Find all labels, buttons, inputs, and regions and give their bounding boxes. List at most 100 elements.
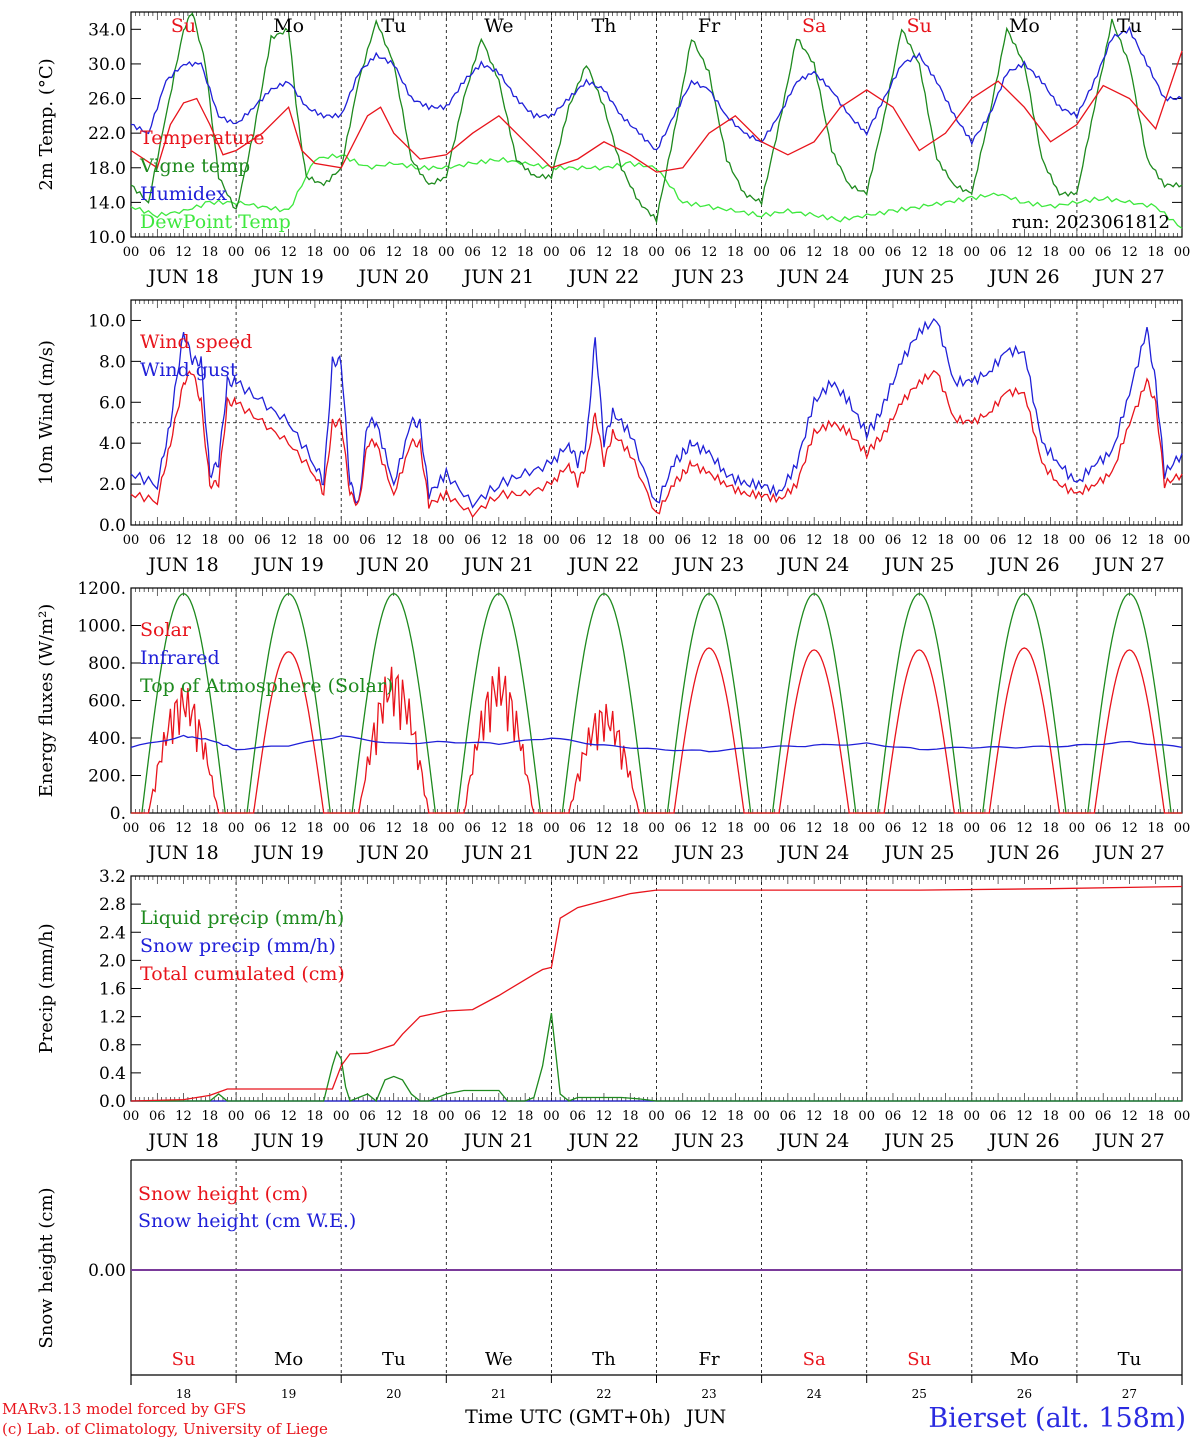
hour-tick-label: 06	[990, 821, 1007, 836]
legend-entry: Liquid precip (mm/h)	[140, 907, 344, 929]
hour-tick-label: 12	[911, 821, 928, 836]
y-tick-label: 400.	[88, 729, 126, 749]
hour-tick-label: 06	[359, 821, 376, 836]
hour-tick-label: 06	[780, 821, 797, 836]
hour-tick-label: 00	[648, 533, 665, 548]
hour-tick-label: 12	[806, 533, 823, 548]
date-tick-label: JUN 21	[462, 266, 534, 288]
lab-credit: (c) Lab. of Climatology, University of L…	[2, 1420, 328, 1438]
date-tick-label: JUN 18	[146, 1130, 218, 1152]
date-tick-label: JUN 18	[146, 842, 218, 864]
hour-tick-label: 12	[596, 1109, 613, 1124]
hour-tick-label: 18	[202, 1109, 219, 1124]
y-tick-label: 0.0	[99, 516, 126, 536]
date-tick-label: JUN 21	[462, 1130, 534, 1152]
series-wind-speed	[130, 369, 1183, 519]
hour-tick-label: 00	[438, 821, 455, 836]
day-number-label: 24	[807, 1387, 823, 1401]
hour-tick-label: 12	[175, 245, 192, 260]
date-tick-label: JUN 22	[567, 842, 639, 864]
hour-tick-label: 18	[307, 821, 324, 836]
date-tick-label: JUN 23	[672, 1130, 744, 1152]
hour-tick-label: 00	[964, 533, 981, 548]
hour-tick-label: 18	[202, 821, 219, 836]
y-axis-label: Energy fluxes (W/m²)	[36, 604, 57, 798]
hour-tick-label: 00	[438, 1109, 455, 1124]
date-tick-label: JUN 27	[1092, 266, 1164, 288]
weekday-label: Su	[171, 15, 196, 37]
y-axis-label: 10m Wind (m/s)	[36, 340, 57, 485]
series-infrared	[130, 734, 1183, 753]
day-number-label: 20	[386, 1387, 401, 1401]
hour-tick-label: 18	[1042, 821, 1059, 836]
date-tick-label: JUN 27	[1092, 554, 1164, 576]
hour-tick-label: 00	[333, 821, 350, 836]
hour-tick-label: 06	[1095, 533, 1112, 548]
hour-tick-label: 00	[648, 245, 665, 260]
series-temperature	[130, 50, 1183, 173]
y-tick-label: 18.0	[88, 159, 126, 179]
hour-tick-label: 06	[569, 821, 586, 836]
hour-tick-label: 06	[675, 245, 692, 260]
weekday-label: Sa	[803, 1349, 826, 1370]
hour-tick-label: 12	[175, 533, 192, 548]
hour-tick-label: 18	[937, 245, 954, 260]
date-tick-label: JUN 26	[987, 266, 1059, 288]
series-solar	[131, 647, 1182, 814]
plot-frame	[130, 299, 1183, 526]
weekday-label: Tu	[382, 1349, 406, 1370]
hour-tick-label: 06	[1095, 1109, 1112, 1124]
hour-tick-label: 06	[254, 821, 271, 836]
hour-tick-label: 06	[990, 1109, 1007, 1124]
hour-tick-label: 00	[543, 1109, 560, 1124]
y-tick-label: 10.0	[88, 311, 126, 331]
hour-tick-label: 00	[1174, 245, 1191, 260]
hour-tick-label: 12	[385, 1109, 402, 1124]
hour-tick-label: 18	[412, 821, 429, 836]
date-tick-label: JUN 27	[1092, 1130, 1164, 1152]
hour-tick-label: 06	[780, 1109, 797, 1124]
date-tick-label: JUN 25	[882, 554, 954, 576]
hour-tick-label: 12	[596, 533, 613, 548]
hour-tick-label: 06	[990, 245, 1007, 260]
hour-tick-label: 12	[911, 1109, 928, 1124]
y-tick-label: 800.	[88, 654, 126, 674]
hour-tick-label: 18	[937, 821, 954, 836]
date-tick-label: JUN 24	[777, 554, 849, 576]
hour-tick-label: 18	[412, 1109, 429, 1124]
y-axis-label: Snow height (cm)	[36, 1187, 57, 1348]
hour-tick-label: 00	[123, 533, 140, 548]
weekday-label: Sa	[802, 15, 826, 37]
hour-tick-label: 06	[1095, 821, 1112, 836]
hour-tick-label: 18	[1147, 245, 1164, 260]
y-tick-label: 1000.	[77, 617, 126, 637]
y-tick-label: 200.	[88, 767, 126, 787]
day-number-label: 25	[912, 1387, 927, 1401]
y-tick-label: 1.2	[99, 1008, 126, 1028]
weekday-label: Tu	[381, 15, 406, 37]
hour-tick-label: 00	[123, 821, 140, 836]
hour-tick-label: 12	[385, 821, 402, 836]
weekday-label: Th	[591, 15, 616, 37]
legend-entry: Wind speed	[140, 331, 252, 353]
hour-tick-label: 00	[333, 245, 350, 260]
weekday-label: Mo	[1009, 15, 1040, 37]
date-tick-label: JUN 19	[251, 554, 323, 576]
hour-tick-label: 00	[1174, 533, 1191, 548]
date-tick-label: JUN 20	[357, 554, 429, 576]
hour-tick-label: 12	[1016, 1109, 1033, 1124]
hour-tick-label: 12	[701, 821, 718, 836]
hour-tick-label: 06	[1095, 245, 1112, 260]
y-tick-label: 2.0	[99, 475, 126, 495]
hour-tick-label: 12	[491, 533, 508, 548]
hour-tick-label: 00	[1069, 245, 1086, 260]
legend-entry: Snow height (cm W.E.)	[138, 1210, 356, 1232]
hour-tick-label: 12	[175, 1109, 192, 1124]
date-tick-label: JUN 18	[146, 554, 218, 576]
y-tick-label: 600.	[88, 692, 126, 712]
date-tick-label: JUN 22	[567, 266, 639, 288]
hour-tick-label: 00	[858, 1109, 875, 1124]
hour-tick-label: 12	[806, 821, 823, 836]
hour-tick-label: 06	[569, 245, 586, 260]
hour-tick-label: 12	[385, 245, 402, 260]
